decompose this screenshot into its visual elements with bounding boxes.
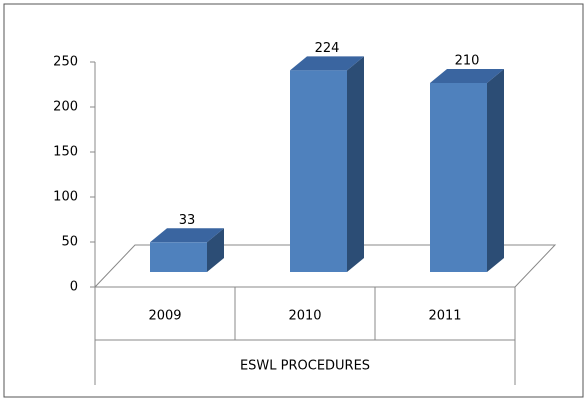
bar-top: [430, 69, 504, 83]
x-tick-label: 2010: [288, 309, 321, 324]
x-tick-label: 2009: [148, 309, 181, 324]
x-axis-label: ESWL PROCEDURES: [240, 359, 370, 374]
y-tick-label: 100: [53, 190, 78, 205]
bar: [150, 242, 207, 272]
data-label: 210: [455, 54, 480, 69]
bar-side: [207, 228, 224, 272]
y-tick-label: 200: [53, 100, 78, 115]
bar: [430, 83, 487, 272]
y-tick-label: 0: [70, 280, 78, 295]
x-tick-label: 2011: [428, 309, 461, 324]
y-tick-label: 50: [61, 235, 78, 250]
y-tick-label: 250: [53, 55, 78, 70]
bar: [290, 70, 347, 273]
bar-top: [290, 56, 364, 71]
bar-side: [347, 56, 364, 273]
data-label: 224: [315, 41, 340, 56]
bar-side: [487, 69, 504, 272]
bar-top: [150, 228, 224, 243]
y-tick-label: 150: [53, 145, 78, 160]
data-label: 33: [179, 213, 196, 228]
